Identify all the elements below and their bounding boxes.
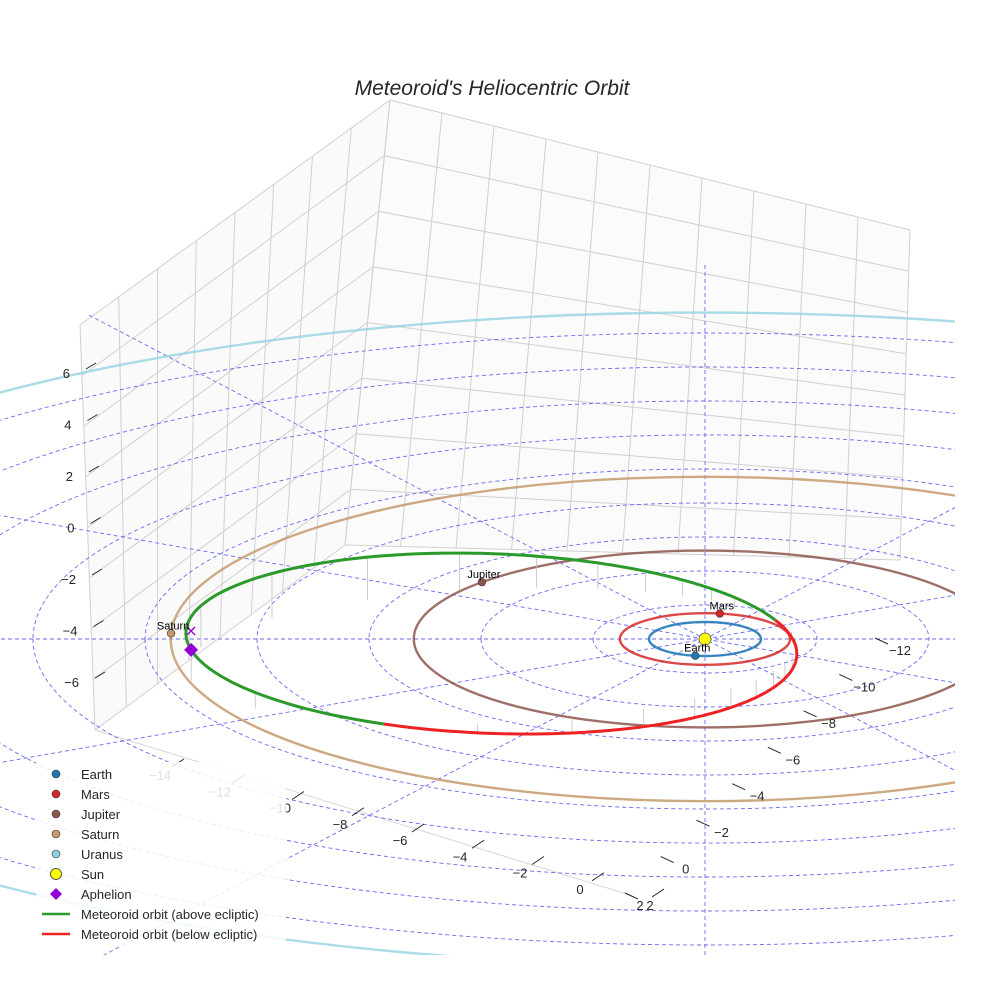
ecliptic-ring: [0, 400, 955, 878]
legend-label: Aphelion: [81, 887, 132, 902]
y-tick-label: −8: [821, 716, 836, 731]
z-tick-label: 2: [66, 469, 73, 484]
z-tick-label: −6: [64, 675, 79, 690]
x-tick-label: 2: [636, 898, 643, 913]
legend-label: Uranus: [81, 847, 123, 862]
z-tick-label: 0: [67, 521, 74, 536]
z-tick-label: −4: [63, 624, 78, 639]
meteoroid-orbit-below: [383, 636, 799, 736]
y-tick-label: 2: [646, 898, 653, 913]
bodies: Earth Mars Jupiter Saturn: [157, 569, 735, 660]
meteoroid-orbit: ×: [184, 551, 799, 736]
legend-label: Jupiter: [81, 807, 121, 822]
legend-label: Saturn: [81, 827, 119, 842]
sun-marker: [698, 632, 712, 646]
jupiter-marker: [477, 578, 487, 587]
legend-entry: Sun: [50, 867, 104, 882]
legend: Earth Mars Jupiter Saturn Uranus Sun Aphelion M…: [36, 762, 286, 946]
y-tick-label: −2: [714, 825, 729, 840]
legend-label: Meteoroid orbit (above ecliptic): [81, 907, 259, 922]
earth-label: Earth: [684, 643, 710, 655]
earth-marker: [691, 651, 700, 660]
x-tick-label: −4: [453, 849, 468, 864]
aphelion-marker: [184, 642, 199, 657]
legend-label: Earth: [81, 767, 112, 782]
saturn-label: Saturn: [157, 620, 189, 632]
meteoroid-orbit-below: [774, 619, 793, 638]
legend-symbol: [50, 868, 62, 880]
legend-symbol: [50, 888, 62, 900]
legend-entry: Meteoroid orbit (above ecliptic): [42, 907, 259, 922]
y-tick-label: −6: [785, 752, 800, 767]
legend-entry: Aphelion: [50, 887, 132, 902]
legend-symbol: [51, 809, 61, 819]
mars-orbit: [618, 611, 792, 667]
ecliptic-ring: [256, 502, 955, 776]
jupiter-label: Jupiter: [467, 569, 500, 581]
x-tick-label: −6: [393, 833, 408, 848]
legend-label: Mars: [81, 787, 110, 802]
jupiter-orbit: [412, 549, 955, 729]
y-tick-label: −12: [889, 643, 911, 658]
legend-symbol: [51, 849, 61, 859]
legend-entry: Uranus: [51, 847, 123, 862]
aphelion-projection-marker: ×: [184, 621, 197, 640]
earth-orbit: [647, 620, 763, 658]
legend-symbol: [51, 789, 61, 799]
x-tick-label: 0: [576, 882, 583, 897]
legend-entry: Meteoroid orbit (below ecliptic): [42, 927, 257, 942]
chart-title: Meteoroid's Heliocentric Orbit: [355, 77, 631, 100]
legend-entry: Earth: [51, 767, 112, 782]
mars-marker: [715, 609, 724, 618]
saturn-marker: [166, 629, 176, 638]
meteoroid-orbit-above: [184, 551, 777, 726]
x-tick-label: −2: [513, 866, 528, 881]
legend-symbol: [51, 829, 61, 839]
z-tick-label: −2: [61, 572, 76, 587]
legend-symbol: [51, 769, 61, 779]
y-tick-label: 0: [682, 862, 689, 877]
mars-label: Mars: [710, 601, 735, 613]
legend-entry: Jupiter: [51, 807, 121, 822]
legend-label: Sun: [81, 867, 104, 882]
x-tick-label: −8: [333, 817, 348, 832]
legend-label: Meteoroid orbit (below ecliptic): [81, 927, 257, 942]
z-tick-label: 4: [64, 418, 71, 433]
legend-entry: Saturn: [51, 827, 119, 842]
y-tick-label: −4: [750, 789, 765, 804]
ecliptic-ring: [144, 468, 955, 810]
ecliptic-ring: [32, 434, 955, 844]
legend-entry: Mars: [51, 787, 110, 802]
z-tick-label: 6: [63, 366, 70, 381]
y-tick-label: −10: [853, 679, 875, 694]
back-pane-left: [80, 100, 390, 730]
box-grid: [79, 99, 911, 896]
legend-box: [36, 762, 286, 946]
saturn-orbit: [169, 475, 955, 803]
